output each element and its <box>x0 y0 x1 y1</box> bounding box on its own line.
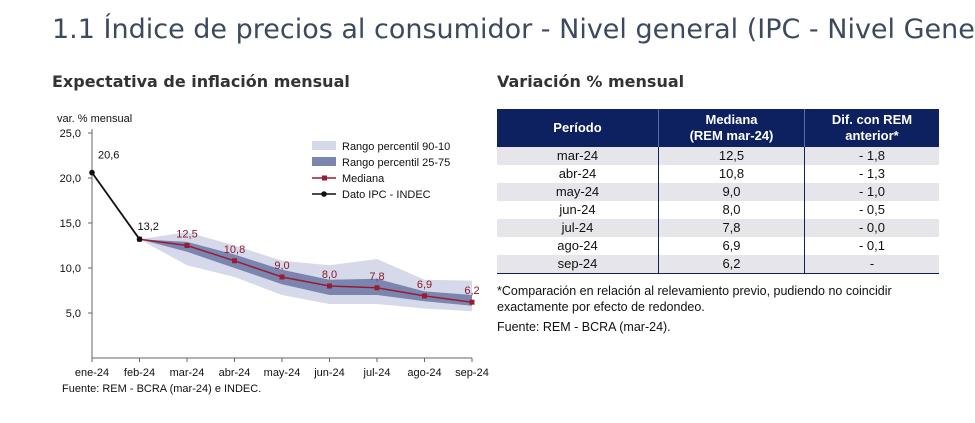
table-note: *Comparación en relación al relevamiento… <box>497 284 892 314</box>
median-data-label: 10,8 <box>224 244 245 256</box>
legend-marker-median <box>322 175 327 181</box>
header-periodo: Período <box>497 109 659 147</box>
cell-mediana: 8,0 <box>658 201 805 219</box>
legend-label: Dato IPC - INDEC <box>342 189 431 201</box>
variation-table: Período Mediana (REM mar-24) Dif. con RE… <box>497 109 939 274</box>
cell-dif: - <box>804 255 939 274</box>
x-tick-label: may-24 <box>264 367 301 379</box>
chart-title: Expectativa de inflación mensual <box>52 72 350 91</box>
x-tick-label: feb-24 <box>124 367 155 379</box>
median-point <box>184 243 190 248</box>
header-mediana-line2: (REM mar-24) <box>689 128 774 143</box>
header-periodo-text: Período <box>553 120 602 135</box>
table-row: abr-24 10,8 - 1,3 <box>497 165 939 183</box>
cell-mediana: 7,8 <box>658 219 805 237</box>
table-title: Variación % mensual <box>497 72 685 91</box>
legend-swatch-band <box>312 157 336 166</box>
median-point <box>469 299 475 305</box>
median-data-label: 6,9 <box>417 279 432 291</box>
median-point <box>422 293 427 299</box>
x-tick-label: sep-24 <box>455 367 489 379</box>
chart-source: Fuente: REM - BCRA (mar-24) e INDEC. <box>62 383 262 395</box>
cell-periodo: jul-24 <box>497 219 659 237</box>
x-tick-label: ago-24 <box>407 367 441 379</box>
cell-periodo: abr-24 <box>558 166 597 181</box>
y-tick-label: 20,0 <box>60 173 81 185</box>
y-tick-label: 5,0 <box>66 308 81 320</box>
median-data-label: 6,2 <box>464 285 479 297</box>
table-source: Fuente: REM - BCRA (mar-24). <box>497 320 671 334</box>
header-dif-line2: anterior* <box>845 128 899 143</box>
y-axis-label: var. % mensual <box>57 113 132 125</box>
table-row: mar-24 12,5 - 1,8 <box>497 147 939 165</box>
cell-mediana: 9,0 <box>658 183 805 201</box>
header-mediana-line1: Mediana <box>705 112 758 127</box>
ipc-data-label: 20,6 <box>98 150 119 162</box>
median-point <box>327 283 332 289</box>
median-point <box>374 285 380 291</box>
x-tick-label: abr-24 <box>219 367 251 379</box>
cell-dif: - 0,5 <box>804 201 939 219</box>
cell-dif: - 0,1 <box>804 237 939 255</box>
y-tick-label: 15,0 <box>60 218 81 230</box>
legend-swatch-band <box>312 141 336 150</box>
cell-periodo: sep-24 <box>497 255 659 274</box>
cell-periodo: mar-24 <box>497 147 659 165</box>
page-title: 1.1 Índice de precios al consumidor - Ni… <box>52 14 975 45</box>
cell-periodo: ago-24 <box>557 238 598 253</box>
cell-dif: - 1,0 <box>804 183 939 201</box>
cell-dif: - 1,8 <box>804 147 939 165</box>
median-data-label: 9,0 <box>274 260 289 272</box>
table-row: jul-24 7,8 - 0,0 <box>497 219 939 237</box>
ipc-point <box>136 236 143 242</box>
median-data-label: 7,8 <box>369 271 384 283</box>
cell-dif: - 1,3 <box>804 165 939 183</box>
x-tick-label: jun-24 <box>313 367 345 379</box>
cell-mediana: 6,2 <box>658 255 805 274</box>
median-data-label: 12,5 <box>176 229 197 241</box>
x-tick-label: ene-24 <box>75 367 109 379</box>
legend-label: Mediana <box>342 173 385 185</box>
inflation-chart: var. % mensual 25,0 20,0 15,0 10,0 5,0 ene-24 f… <box>57 113 489 379</box>
table-row: sep-24 6,2 - <box>497 255 939 274</box>
cell-dif: - 0,0 <box>804 219 939 237</box>
legend-label: Rango percentil 90-10 <box>342 141 450 153</box>
ipc-line <box>91 172 141 240</box>
y-tick-label: 25,0 <box>60 128 81 140</box>
cell-periodo: jun-24 <box>559 202 596 217</box>
cell-periodo: may-24 <box>497 183 659 201</box>
header-dif: Dif. con REM anterior* <box>804 109 939 147</box>
table-header-row: Período Mediana (REM mar-24) Dif. con RE… <box>497 109 939 147</box>
cell-mediana: 6,9 <box>658 237 805 255</box>
header-mediana: Mediana (REM mar-24) <box>658 109 805 147</box>
y-tick-label: 10,0 <box>60 263 81 275</box>
ipc-data-label: 13,2 <box>138 221 159 233</box>
x-tick-label: jul-24 <box>363 367 391 379</box>
median-point <box>232 258 237 264</box>
table-row: may-24 9,0 - 1,0 <box>497 183 939 201</box>
cell-mediana: 10,8 <box>658 165 805 183</box>
header-dif-line1: Dif. con REM <box>831 112 913 127</box>
legend-marker-ipc <box>321 191 327 197</box>
table-row: ago-24 6,9 - 0,1 <box>497 237 939 255</box>
legend-label: Rango percentil 25-75 <box>342 157 450 169</box>
median-data-label: 8,0 <box>322 269 337 281</box>
ipc-point <box>89 169 95 176</box>
median-line <box>139 238 473 303</box>
cell-mediana: 12,5 <box>658 147 805 165</box>
table-row: jun-24 8,0 - 0,5 <box>497 201 939 219</box>
x-tick-label: mar-24 <box>170 367 205 379</box>
median-point <box>279 274 285 280</box>
